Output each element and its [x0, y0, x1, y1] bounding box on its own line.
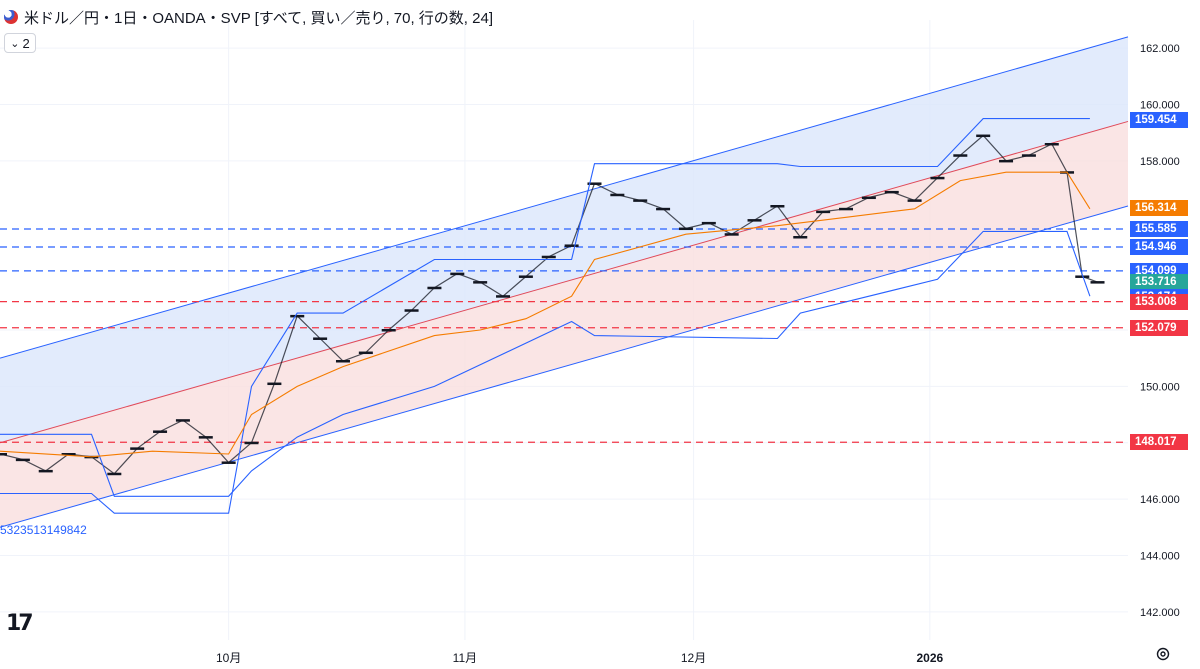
price-tag-159.454: 159.454 [1130, 111, 1188, 128]
close-mark [907, 199, 922, 202]
close-mark [518, 275, 533, 278]
close-mark [839, 207, 853, 211]
close-mark [130, 447, 145, 450]
close-mark [816, 210, 831, 214]
price-tag-152.079: 152.079 [1130, 319, 1188, 336]
close-mark [427, 286, 442, 290]
close-mark [450, 272, 465, 276]
price-tag-148.017: 148.017 [1130, 434, 1188, 451]
close-mark [633, 199, 648, 202]
tradingview-logo-icon: 17 [6, 611, 34, 636]
chart-title: 米ドル／円・1日・OANDA・SVP [すべて, 買い／売り, 70, 行の数,… [24, 9, 493, 27]
close-mark [221, 461, 236, 464]
close-mark [358, 351, 373, 355]
y-tick-label: 158.000 [1140, 156, 1180, 168]
close-mark [541, 255, 556, 259]
series-upper_envelope [0, 118, 1090, 514]
close-mark [884, 190, 899, 194]
close-mark [930, 176, 945, 180]
close-mark [701, 221, 716, 225]
y-tick-label: 144.000 [1140, 550, 1180, 562]
x-tick-label: 11月 [453, 651, 477, 665]
chevron-down-icon: ⌄ [10, 37, 20, 50]
close-mark [1090, 281, 1105, 284]
close-mark [404, 309, 419, 312]
indicator-annotation: 5323513149842 [0, 523, 87, 537]
close-mark [678, 227, 693, 231]
indicator-count: 2 [22, 35, 30, 51]
close-mark [953, 154, 968, 157]
close-mark [1021, 154, 1036, 157]
price-tag-153.008: 153.008 [1130, 293, 1188, 310]
flag-icon [4, 10, 18, 24]
close-mark [335, 360, 350, 363]
channel-upper-line [0, 36, 1129, 359]
close-mark [198, 436, 213, 439]
chart-header: 米ドル／円・1日・OANDA・SVP [すべて, 買い／売り, 70, 行の数,… [4, 6, 493, 28]
close-mark [381, 329, 396, 332]
channel-fill [0, 36, 1129, 528]
y-tick-label: 162.000 [1140, 43, 1180, 55]
series-orange_line [0, 171, 1091, 458]
channel-lower-fill [0, 121, 1128, 528]
close-mark [999, 159, 1014, 163]
series-close [0, 134, 1098, 475]
x-tick-label: 12月 [681, 651, 706, 665]
close-mark [724, 233, 739, 236]
collapse-indicators-button[interactable]: ⌄ 2 [4, 33, 36, 53]
close-mark [587, 182, 602, 185]
close-mark [976, 134, 991, 138]
close-mark [0, 453, 7, 456]
close-mark [496, 295, 511, 298]
x-tick-label: 10月 [216, 651, 241, 665]
series-lower_envelope [0, 230, 1091, 497]
close-mark [473, 281, 488, 284]
close-mark [770, 205, 785, 208]
close-mark [175, 419, 190, 422]
series-lines [0, 118, 1105, 514]
close-mark [153, 430, 168, 433]
y-tick-label: 142.000 [1140, 607, 1180, 619]
close-mark [15, 458, 30, 462]
close-mark [793, 236, 808, 239]
regression-line [0, 120, 1129, 444]
x-axis: 10月 11月 12月 2026 [216, 651, 944, 665]
close-mark [290, 314, 305, 318]
close-mark [61, 453, 76, 456]
close-mark [610, 193, 625, 197]
price-levels [0, 228, 1128, 443]
close-mark [861, 196, 876, 200]
price-tag-156.314: 156.314 [1130, 200, 1188, 217]
close-mark [244, 441, 259, 445]
gear-icon[interactable] [1155, 646, 1171, 662]
price-tag-154.946: 154.946 [1130, 238, 1188, 255]
close-mark [38, 469, 53, 473]
close-mark [747, 219, 762, 222]
close-mark [656, 207, 671, 211]
close-mark [1075, 275, 1090, 278]
y-tick-label: 146.000 [1140, 494, 1180, 506]
y-tick-label: 150.000 [1140, 381, 1180, 393]
x-tick-label: 2026 [916, 651, 943, 665]
close-mark [564, 244, 579, 247]
channel-upper-fill [0, 36, 1128, 443]
close-mark [313, 337, 328, 340]
close-mark [107, 472, 122, 476]
close-mark [1044, 143, 1059, 146]
close-mark [267, 382, 282, 386]
price-tag-155.585: 155.585 [1130, 220, 1188, 237]
channel-lower-line [0, 205, 1129, 528]
y-tick-label: 160.000 [1140, 100, 1180, 112]
